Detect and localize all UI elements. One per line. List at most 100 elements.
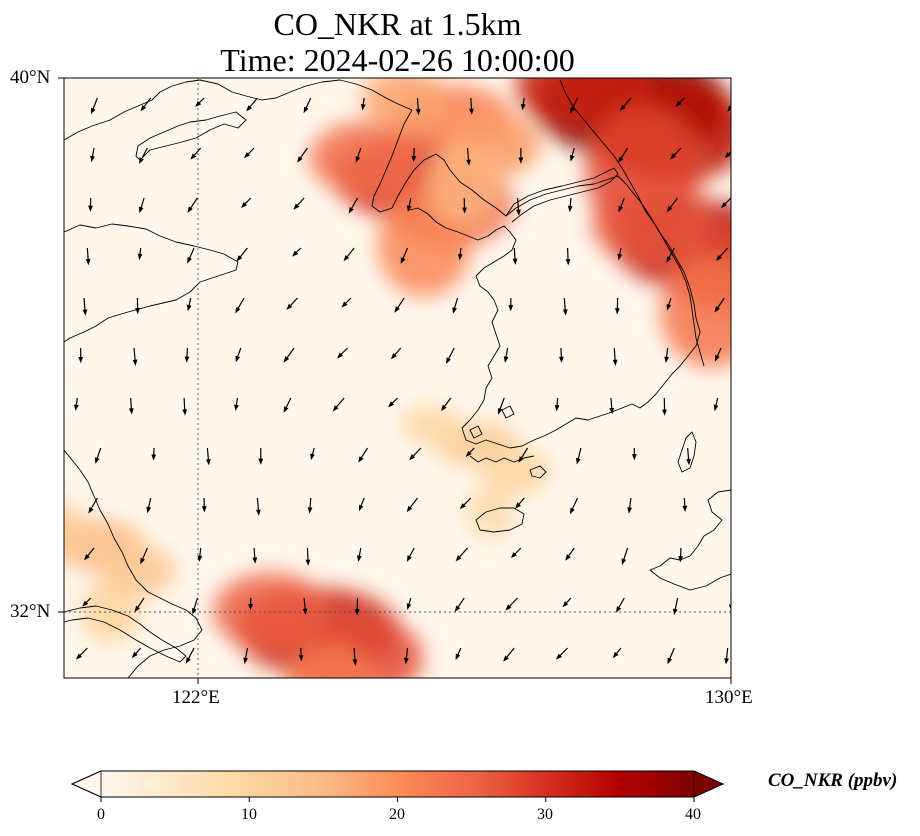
wind-arrow-head: [248, 604, 254, 611]
wind-arrow-head: [724, 152, 731, 159]
wind-arrow-head: [503, 356, 509, 363]
wind-arrow-head: [341, 301, 348, 308]
wind-arrow-head: [74, 404, 79, 411]
wind-arrow-head: [298, 655, 304, 662]
wind-arrow-head: [131, 651, 138, 659]
wind-arrow-head: [357, 555, 362, 562]
map-frame: [63, 77, 732, 679]
coastline-east-korea: [559, 79, 705, 367]
wind-arrow-head: [348, 207, 354, 214]
wind-arrow-head: [675, 100, 682, 107]
wind-arrow-head: [714, 306, 720, 313]
wind-arrow-head: [90, 155, 95, 163]
wind-arrow-head: [618, 156, 624, 164]
wind-arrow-head: [558, 356, 564, 363]
wind-arrow-head: [720, 202, 727, 209]
x-tick-label-122e: 122°E: [172, 687, 220, 708]
wind-arrow-head: [283, 406, 289, 413]
wind-arrow-head: [354, 609, 360, 616]
wind-arrow-head: [609, 407, 615, 415]
wind-arrow-head: [406, 505, 413, 513]
wind-arrow-head: [569, 507, 575, 515]
co-plume: [64, 504, 85, 546]
wind-arrow-head: [82, 600, 89, 607]
coastline-tsushima: [677, 431, 697, 473]
co-plume: [360, 78, 448, 127]
wind-arrow-head: [612, 651, 619, 659]
x-tick-label-130e: 130°E: [705, 687, 753, 708]
wind-arrow-head: [716, 254, 722, 262]
wind-arrow-head: [445, 357, 451, 364]
wind-arrow-head: [135, 307, 141, 315]
wind-arrow-head: [241, 201, 248, 209]
coastlines: [64, 79, 731, 678]
wind-arrow-head: [617, 253, 623, 261]
co-plume: [660, 255, 731, 368]
wind-arrow: [740, 448, 741, 462]
wind-arrow-head: [235, 306, 241, 314]
co-plume: [465, 483, 517, 540]
wind-arrow-head: [187, 206, 193, 213]
wind-arrow-head: [243, 657, 248, 665]
wind-arrow-head: [569, 155, 575, 162]
wind-arrow-head: [631, 454, 637, 461]
gridlines: [64, 78, 731, 678]
wind-arrow-head: [406, 205, 412, 212]
wind-arrow-head: [388, 401, 395, 408]
wind-arrow-head: [618, 205, 623, 213]
wind-arrow-head: [283, 356, 290, 363]
wind-arrow: [738, 498, 739, 513]
wind-arrow-head: [400, 257, 406, 265]
wind-arrow-head: [505, 604, 512, 611]
wind-arrow-head: [459, 503, 466, 510]
wind-arrow-head: [244, 152, 251, 159]
co-plume: [213, 573, 329, 650]
title-line-1: CO_NKR at 1.5km: [273, 6, 522, 42]
colorbar-body: [101, 771, 694, 797]
wind-arrow-head: [205, 459, 211, 466]
wind-arrow-head: [302, 608, 308, 615]
wind-arrow-head: [394, 306, 400, 313]
wind-arrow-head: [409, 454, 416, 461]
wind-arrow-head: [724, 658, 729, 665]
wind-arrow-head: [621, 558, 627, 566]
title-line-2: Time: 2024-02-26 10:00:00: [220, 42, 575, 78]
coastline-jeju: [475, 507, 525, 533]
wind-arrow-head: [733, 557, 738, 563]
wind-arrow-head: [307, 507, 313, 514]
colorbar-tick-label: 20: [389, 806, 405, 823]
wind-arrow-head: [234, 404, 239, 412]
wind-arrow-head: [258, 458, 264, 465]
wind-arrow-head: [406, 603, 412, 610]
wind-arrow-head: [358, 456, 364, 463]
wind-arrow-head: [358, 504, 364, 512]
wind-arrow-head: [187, 257, 192, 264]
wind-vectors: [74, 97, 743, 666]
colorbar-tick-label: 0: [97, 806, 105, 823]
wind-arrow-head: [82, 309, 88, 316]
wind-arrow-head: [151, 454, 157, 461]
wind-arrow-head: [667, 657, 673, 665]
wind-arrow-head: [508, 305, 514, 312]
wind-arrow-head: [554, 405, 560, 412]
wind-arrow-head: [516, 209, 521, 216]
wind-arrow-head: [670, 153, 677, 160]
wind-arrow-head: [201, 506, 207, 513]
wind-arrow-head: [146, 506, 152, 514]
colorbar-label: CO_NKR (ppbv): [768, 770, 898, 791]
wind-arrow-head: [615, 606, 622, 613]
wind-arrow-head: [682, 505, 688, 512]
wind-arrow-head: [132, 359, 138, 366]
wind-arrow-head: [182, 409, 188, 416]
wind-arrow-head: [518, 456, 524, 463]
wind-arrow-head: [567, 205, 573, 213]
wind-arrow-head: [666, 205, 673, 213]
co-concentration-field: [64, 78, 731, 678]
wind-arrow-head: [184, 356, 190, 363]
wind-arrow-head: [666, 303, 672, 311]
wind-arrow-head: [137, 253, 143, 261]
wind-arrow-head: [293, 203, 300, 210]
wind-arrow-head: [305, 559, 311, 566]
wind-arrow-head: [738, 459, 743, 465]
wind-arrow-head: [78, 357, 84, 364]
